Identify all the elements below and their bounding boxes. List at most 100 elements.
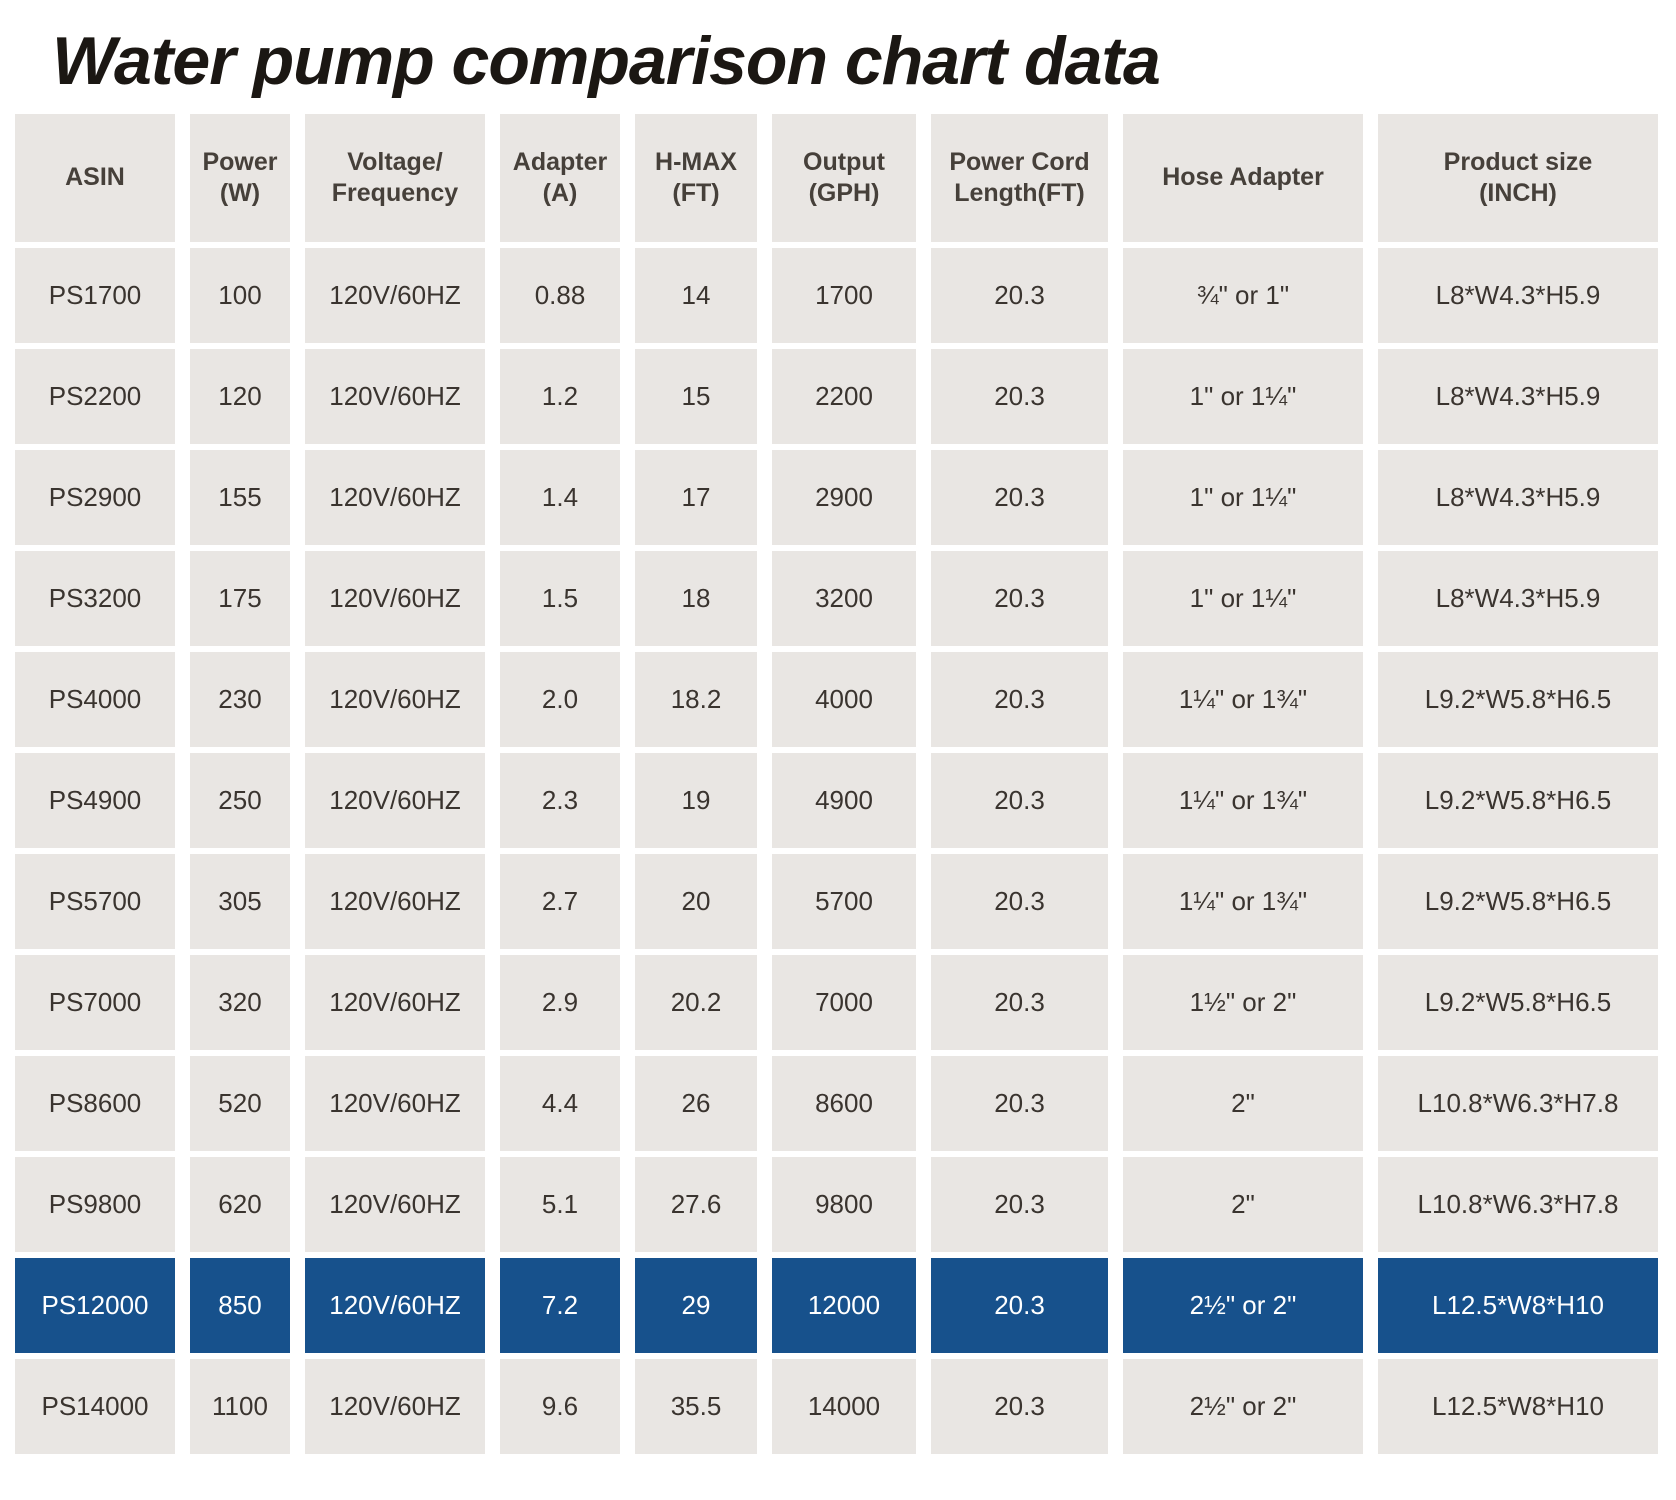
column-header-5: Output (GPH) xyxy=(772,114,916,242)
table-cell: 2.0 xyxy=(500,652,620,747)
header-row: ASIN Power (W) Voltage/ Frequency Adapter (… xyxy=(15,114,1658,242)
table-cell: 0.88 xyxy=(500,248,620,343)
table-cell: 2.9 xyxy=(500,955,620,1050)
table-cell: 850 xyxy=(190,1258,290,1353)
table-row: PS5700 305 120V/60HZ 2.7 20 5700 20.3 1¼" or 1¾… xyxy=(15,854,1658,949)
table-cell: PS2900 xyxy=(15,450,175,545)
table-row: PS1700 100 120V/60HZ 0.88 14 1700 20.3 ¾" or 1"… xyxy=(15,248,1658,343)
table-cell: L12.5*W8*H10 xyxy=(1378,1359,1658,1454)
table-cell: 320 xyxy=(190,955,290,1050)
table-row-highlighted: PS12000 850 120V/60HZ 7.2 29 12000 20.3 2½" or … xyxy=(15,1258,1658,1353)
table-cell: 4.4 xyxy=(500,1056,620,1151)
table-cell: 120V/60HZ xyxy=(305,1258,485,1353)
table-cell: 1100 xyxy=(190,1359,290,1454)
table-cell: 1" or 1¼" xyxy=(1123,450,1363,545)
table-row: PS4900 250 120V/60HZ 2.3 19 4900 20.3 1¼" or 1¾… xyxy=(15,753,1658,848)
table-cell: 20.3 xyxy=(931,1157,1108,1252)
table-cell: PS3200 xyxy=(15,551,175,646)
table-cell: 120V/60HZ xyxy=(305,1056,485,1151)
table-cell: 2" xyxy=(1123,1157,1363,1252)
table-cell: 20.3 xyxy=(931,1359,1108,1454)
table-cell: 20 xyxy=(635,854,757,949)
table-cell: L8*W4.3*H5.9 xyxy=(1378,450,1658,545)
table-cell: L8*W4.3*H5.9 xyxy=(1378,551,1658,646)
table-cell: 8600 xyxy=(772,1056,916,1151)
table-cell: 120V/60HZ xyxy=(305,1157,485,1252)
table-cell: 20.3 xyxy=(931,753,1108,848)
column-header-2: Voltage/ Frequency xyxy=(305,114,485,242)
column-header-6: Power Cord Length(FT) xyxy=(931,114,1108,242)
table-cell: 2.3 xyxy=(500,753,620,848)
table-cell: 20.3 xyxy=(931,349,1108,444)
table-cell: PS7000 xyxy=(15,955,175,1050)
table-cell: 2900 xyxy=(772,450,916,545)
table-cell: 120V/60HZ xyxy=(305,450,485,545)
table-cell: 120V/60HZ xyxy=(305,551,485,646)
table-row: PS7000 320 120V/60HZ 2.9 20.2 7000 20.3 1½" or … xyxy=(15,955,1658,1050)
column-header-7: Hose Adapter xyxy=(1123,114,1363,242)
table-cell: 1" or 1¼" xyxy=(1123,551,1363,646)
table-cell: 5700 xyxy=(772,854,916,949)
column-header-1: Power (W) xyxy=(190,114,290,242)
table-row: PS8600 520 120V/60HZ 4.4 26 8600 20.3 2" L10.8*W… xyxy=(15,1056,1658,1151)
table-cell: 1" or 1¼" xyxy=(1123,349,1363,444)
table-cell: PS14000 xyxy=(15,1359,175,1454)
comparison-table: ASIN Power (W) Voltage/ Frequency Adapter (… xyxy=(0,108,1673,1460)
table-cell: 1.5 xyxy=(500,551,620,646)
table-cell: 2" xyxy=(1123,1056,1363,1151)
table-cell: 1½" or 2" xyxy=(1123,955,1363,1050)
table-cell: 120V/60HZ xyxy=(305,753,485,848)
table-cell: 2.7 xyxy=(500,854,620,949)
table-cell: 175 xyxy=(190,551,290,646)
table-cell: 100 xyxy=(190,248,290,343)
table-cell: 14000 xyxy=(772,1359,916,1454)
table-cell: PS4900 xyxy=(15,753,175,848)
table-cell: PS4000 xyxy=(15,652,175,747)
table-cell: 20.3 xyxy=(931,1258,1108,1353)
table-cell: L9.2*W5.8*H6.5 xyxy=(1378,854,1658,949)
column-header-3: Adapter (A) xyxy=(500,114,620,242)
table-row: PS3200 175 120V/60HZ 1.5 18 3200 20.3 1" or 1¼"… xyxy=(15,551,1658,646)
table-cell: 520 xyxy=(190,1056,290,1151)
table-cell: 20.3 xyxy=(931,955,1108,1050)
table-cell: L10.8*W6.3*H7.8 xyxy=(1378,1056,1658,1151)
table-row: PS14000 1100 120V/60HZ 9.6 35.5 14000 20.3 2½" … xyxy=(15,1359,1658,1454)
table-cell: 120V/60HZ xyxy=(305,955,485,1050)
table-cell: PS8600 xyxy=(15,1056,175,1151)
table-row: PS2200 120 120V/60HZ 1.2 15 2200 20.3 1" or 1¼"… xyxy=(15,349,1658,444)
table-cell: PS1700 xyxy=(15,248,175,343)
table-cell: 15 xyxy=(635,349,757,444)
table-cell: 20.3 xyxy=(931,1056,1108,1151)
column-header-4: H-MAX (FT) xyxy=(635,114,757,242)
table-cell: L9.2*W5.8*H6.5 xyxy=(1378,652,1658,747)
table-cell: 620 xyxy=(190,1157,290,1252)
table-cell: 2½" or 2" xyxy=(1123,1359,1363,1454)
table-row: PS2900 155 120V/60HZ 1.4 17 2900 20.3 1" or 1¼"… xyxy=(15,450,1658,545)
table-cell: L8*W4.3*H5.9 xyxy=(1378,248,1658,343)
table-cell: 9.6 xyxy=(500,1359,620,1454)
table-header: ASIN Power (W) Voltage/ Frequency Adapter (… xyxy=(15,114,1658,242)
table-cell: 250 xyxy=(190,753,290,848)
table-cell: 4900 xyxy=(772,753,916,848)
table-cell: 27.6 xyxy=(635,1157,757,1252)
column-header-0: ASIN xyxy=(15,114,175,242)
table-cell: 4000 xyxy=(772,652,916,747)
page-title: Water pump comparison chart data xyxy=(52,23,1161,99)
table-cell: L9.2*W5.8*H6.5 xyxy=(1378,753,1658,848)
table-cell: 18 xyxy=(635,551,757,646)
table-cell: 14 xyxy=(635,248,757,343)
table-cell: 230 xyxy=(190,652,290,747)
table-cell: 1700 xyxy=(772,248,916,343)
table-cell: 12000 xyxy=(772,1258,916,1353)
table-cell: 20.3 xyxy=(931,248,1108,343)
table-cell: 18.2 xyxy=(635,652,757,747)
table-cell: PS12000 xyxy=(15,1258,175,1353)
table-cell: 20.3 xyxy=(931,551,1108,646)
table-cell: L10.8*W6.3*H7.8 xyxy=(1378,1157,1658,1252)
table-cell: 3200 xyxy=(772,551,916,646)
table-cell: 120 xyxy=(190,349,290,444)
table-row: PS9800 620 120V/60HZ 5.1 27.6 9800 20.3 2" L10.8… xyxy=(15,1157,1658,1252)
table-cell: PS9800 xyxy=(15,1157,175,1252)
table-cell: PS2200 xyxy=(15,349,175,444)
